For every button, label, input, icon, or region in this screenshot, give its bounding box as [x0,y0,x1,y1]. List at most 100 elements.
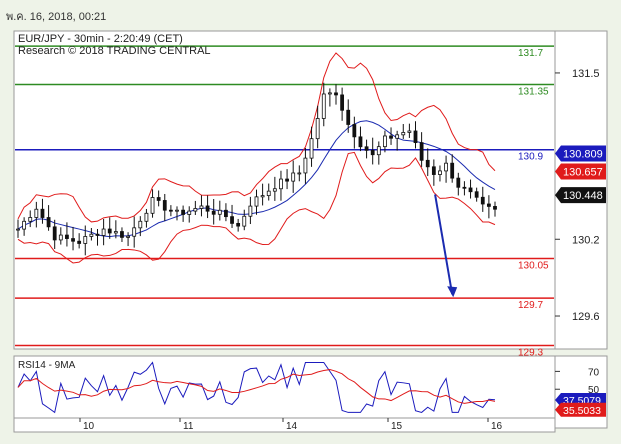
candle-18 [126,232,130,247]
candle-45 [291,160,296,193]
candle-37 [242,209,247,231]
time-axis [13,417,556,433]
candle-69 [438,165,442,182]
candle-41 [266,183,271,201]
price-axis-ticks: 131.5 130.2 129.6 [555,68,600,323]
chart-subtitle: Research © 2018 TRADING CENTRAL [18,45,211,57]
bollinger-bands [17,52,496,264]
rsi-panel [13,355,556,419]
candle-8 [65,222,69,247]
candle-62 [395,130,400,151]
candle-78 [493,201,497,217]
level-labels: 131.7 131.35 130.9 130.05 129.7 129.3 [518,48,549,358]
candle-43 [279,170,283,201]
projection-arrowhead [447,286,458,298]
candle-77 [486,195,491,219]
price-badge-1: 130.657 [555,163,606,180]
candle-64 [407,123,412,138]
candle-0 [16,219,20,238]
candle-33 [217,200,222,221]
candle-67 [425,148,430,177]
candle-12 [89,228,94,241]
svg-text:35.5033: 35.5033 [563,405,601,417]
level-label-1: 131.35 [518,86,549,97]
candle-25 [168,205,173,217]
price-tick-0: 131.5 [572,68,600,80]
candle-68 [431,159,436,186]
candle-59 [376,141,381,165]
timestamp: พ.ค. 16, 2018, 00:21 [6,11,107,23]
candle-48 [309,126,314,167]
candle-71 [450,154,455,183]
candle-75 [474,187,479,202]
candle-20 [138,216,143,237]
candle-42 [272,176,277,201]
level-label-5: 129.3 [518,347,543,358]
level-label-4: 129.7 [518,300,543,311]
svg-text:130.448: 130.448 [563,190,603,202]
time-label-3: 15 [391,421,403,432]
svg-text:130.657: 130.657 [563,166,603,178]
candle-31 [205,195,210,219]
bollinger-lower [17,151,496,264]
candle-38 [248,196,253,225]
rsi-label: RSI14 - 9MA [18,360,76,371]
candle-76 [480,186,485,212]
candle-28 [187,206,192,223]
candle-34 [224,203,228,222]
candle-47 [303,147,308,184]
candle-2 [28,210,33,228]
candle-26 [175,206,179,221]
candle-19 [132,216,137,248]
level-label-3: 130.05 [518,260,549,271]
time-label-1: 11 [183,421,194,432]
candle-30 [199,195,204,217]
candle-56 [358,126,363,152]
candle-5 [46,205,51,231]
candles [16,82,497,256]
bollinger-upper [17,52,496,223]
price-badge-0: 130.809 [555,145,606,162]
svg-text:130.809: 130.809 [563,149,603,161]
candle-50 [321,82,326,127]
main-panel [13,30,556,350]
candle-53 [340,87,345,121]
candle-70 [444,155,448,183]
candle-11 [83,225,88,256]
candle-61 [389,127,393,145]
candle-3 [34,201,39,228]
rsi-line [17,361,496,414]
candle-55 [352,116,357,149]
candle-39 [254,189,259,215]
projection-line [434,194,454,295]
candle-17 [120,227,124,242]
candle-4 [40,198,45,224]
candle-10 [77,233,82,249]
candle-73 [462,181,467,196]
candle-24 [162,193,167,222]
candle-66 [419,132,424,167]
rsi-axis [554,355,608,429]
candle-46 [297,165,302,182]
candle-29 [193,200,198,216]
projection-arrow [434,194,458,298]
candle-15 [107,217,112,239]
candle-1 [22,217,27,236]
time-axis-labels: 10 11 14 15 16 [79,418,503,432]
candle-74 [468,179,473,199]
candle-16 [113,220,118,239]
level-label-2: 130.9 [518,152,543,163]
candle-65 [413,121,418,149]
time-label-0: 10 [83,421,95,432]
candle-22 [150,189,155,218]
rsi-badge-1: 35.5033 [555,402,606,417]
candle-21 [144,208,149,228]
candle-44 [285,169,289,190]
candle-14 [101,218,106,246]
candle-13 [95,228,100,246]
price-badges: 130.809 130.657 130.448 [555,145,606,204]
level-lines [15,45,554,347]
candle-32 [211,199,216,225]
level-label-0: 131.7 [518,48,543,59]
